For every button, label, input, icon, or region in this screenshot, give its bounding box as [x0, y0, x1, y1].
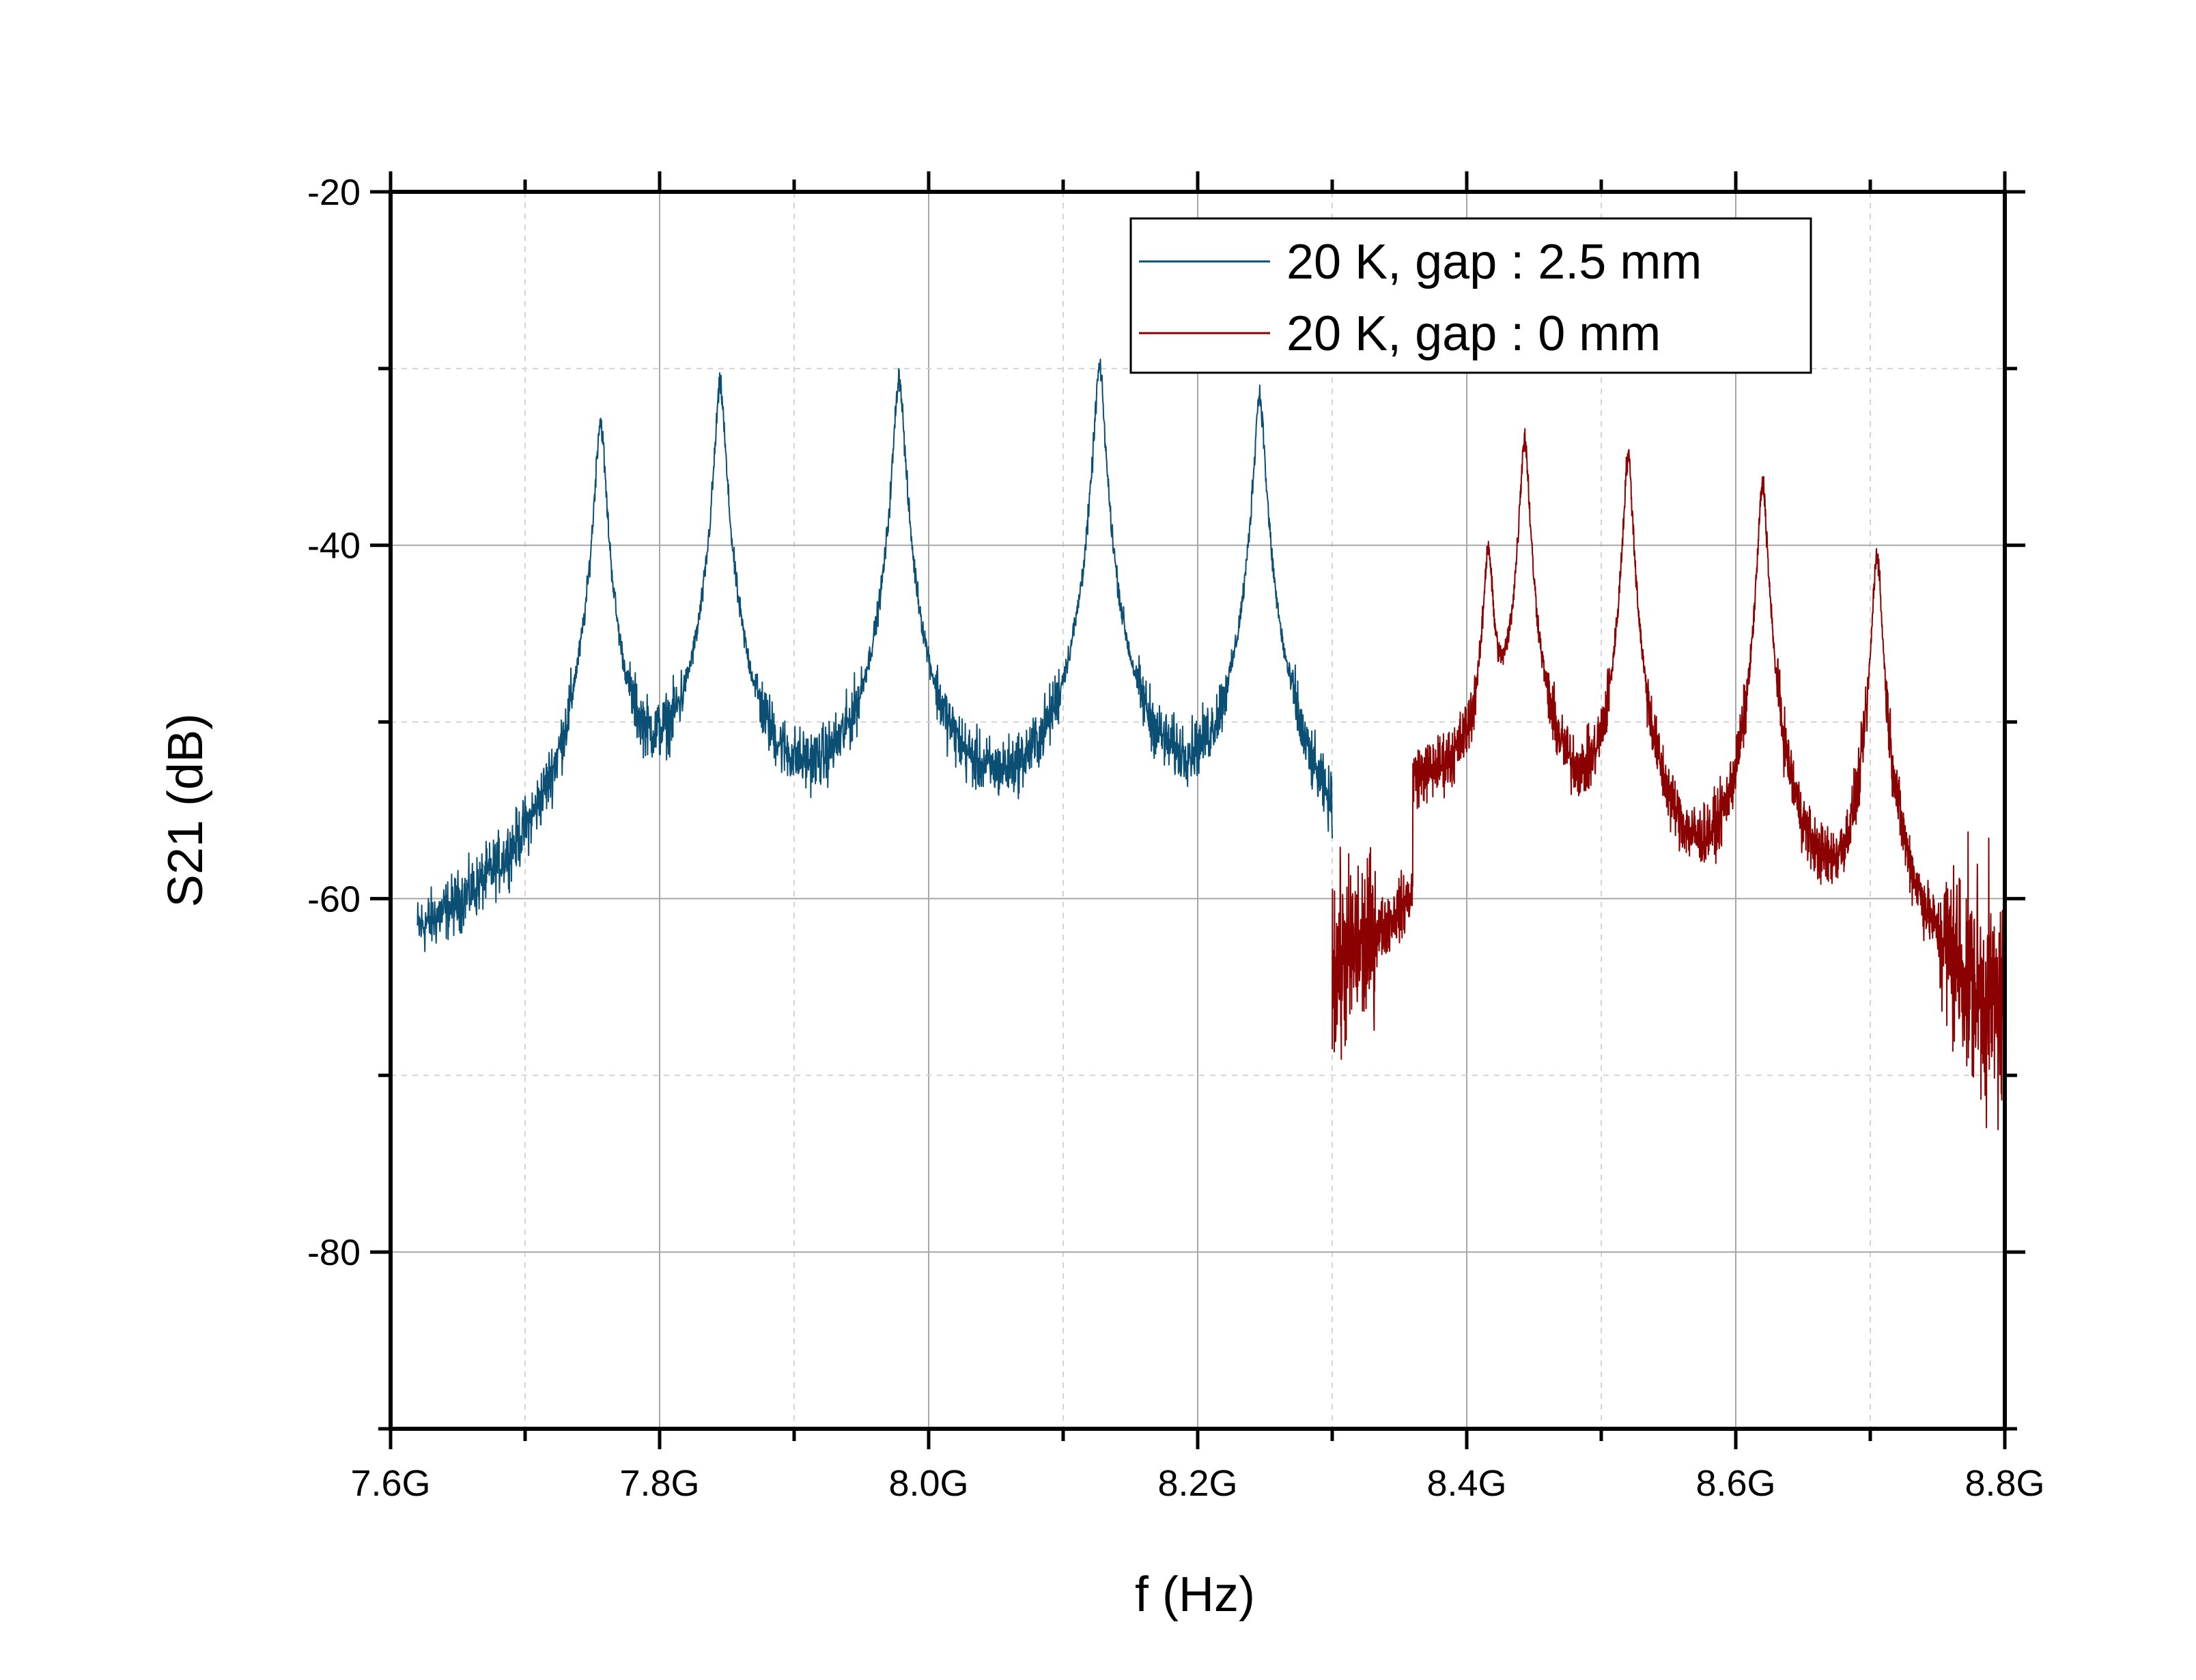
series-line-gap-2-5mm [417, 358, 1333, 952]
tick-labels: 7.6G 7.8G 8.0G 8.2G 8.4G 8.6G 8.8G -20 -40 -60 -80 [307, 172, 2045, 1504]
x-axis-title: f (Hz) [1135, 1567, 1255, 1622]
legend-label-gap-0mm: 20 K, gap : 0 mm [1286, 307, 1661, 361]
plot-area [417, 358, 2005, 1130]
x-tick-label: 8.0G [888, 1463, 968, 1504]
y-tick-label: -20 [307, 172, 361, 213]
legend: 20 K, gap : 2.5 mm 20 K, gap : 0 mm [1129, 217, 1812, 374]
legend-label-gap-2-5mm: 20 K, gap : 2.5 mm [1286, 235, 1702, 289]
y-axis-title: S21 (dB) [158, 713, 213, 907]
y-tick-label: -60 [307, 879, 361, 920]
x-tick-label: 8.6G [1695, 1463, 1775, 1504]
x-tick-label: 8.2G [1157, 1463, 1237, 1504]
x-tick-label: 7.6G [350, 1463, 430, 1504]
series-line-gap-0mm [1332, 428, 2005, 1130]
x-tick-label: 8.4G [1426, 1463, 1506, 1504]
y-tick-label: -40 [307, 526, 361, 567]
axis-ticks [370, 171, 2025, 1449]
x-tick-label: 7.8G [619, 1463, 699, 1504]
legend-box [1129, 217, 1812, 374]
x-tick-label: 8.8G [1965, 1463, 2044, 1504]
series-layer [417, 358, 2005, 1130]
y-tick-label: -80 [307, 1232, 361, 1273]
